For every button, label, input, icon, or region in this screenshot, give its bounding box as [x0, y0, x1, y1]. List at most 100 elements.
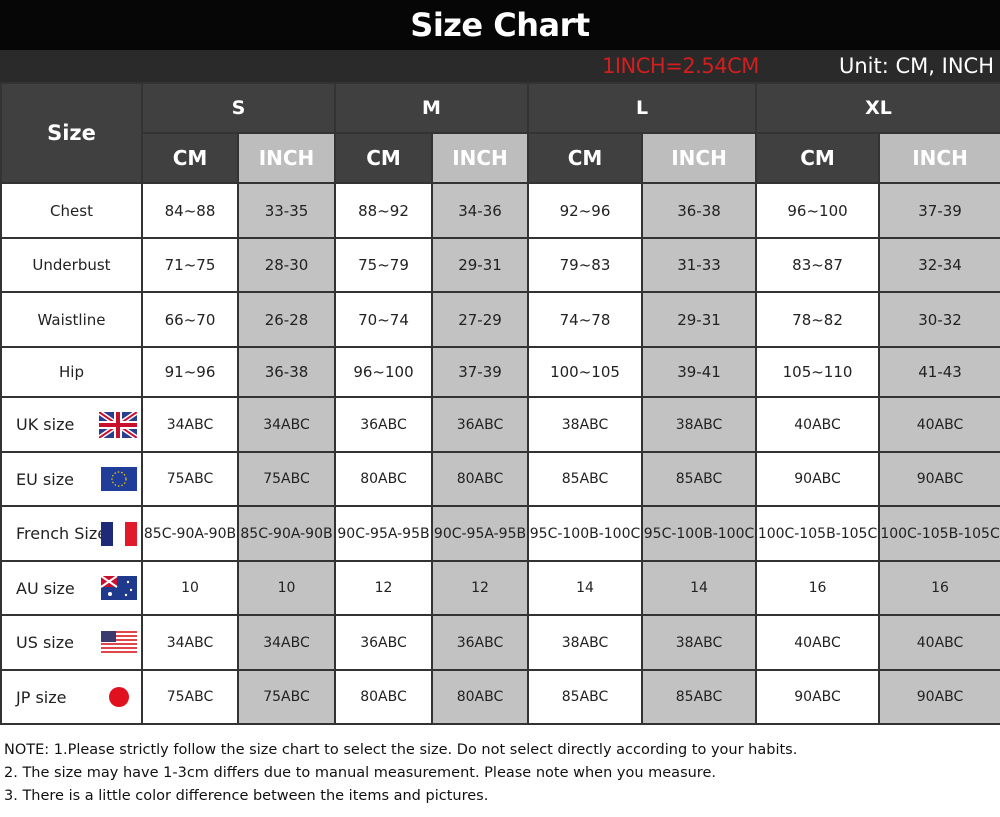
cm-cell: 88~92	[334, 182, 433, 239]
conversion-note: 1INCH=2.54CM	[602, 54, 759, 78]
cm-cell: 84~88	[141, 182, 239, 239]
row-label: Hip	[0, 346, 143, 398]
cm-cell: 74~78	[527, 291, 644, 348]
cm-cell: 96~100	[334, 346, 433, 398]
cm-cell: 100C-105B-105C	[755, 505, 881, 562]
cm-cell: 75ABC	[141, 669, 239, 725]
inch-cell: 80ABC	[430, 669, 530, 725]
row-label: Waistline	[0, 291, 143, 348]
inch-cell: 85ABC	[641, 451, 758, 507]
row-label: AU size	[0, 560, 143, 616]
inch-cell: 16	[878, 560, 1000, 616]
cm-cell: 75ABC	[141, 451, 239, 507]
inch-cell: 37-39	[878, 182, 1000, 239]
cm-cell: 36ABC	[334, 614, 433, 671]
row-label-text: EU size	[16, 469, 74, 489]
size-m: M	[333, 82, 530, 134]
inch-cell: 29-31	[641, 291, 758, 348]
inch-cell: 34ABC	[237, 396, 336, 453]
inch-cell: 36-38	[641, 182, 758, 239]
note-line: NOTE: 1.Please strictly follow the size …	[4, 742, 798, 758]
cm-cell: 75~79	[334, 237, 433, 293]
unit-header-row: CM INCH CM INCH CM INCH CM INCH	[1, 132, 1000, 184]
inch-cell: 36-38	[237, 346, 336, 398]
inch-header: INCH	[878, 132, 1000, 184]
measurement-row: Hip 91~96 36-38 96~100 37-39 100~105 39-41 105~…	[0, 346, 1000, 398]
unit-bar: 1INCH=2.54CM Unit: CM, INCH	[0, 50, 1000, 82]
row-label-text: Underbust	[32, 256, 111, 274]
measurement-row: Waistline 66~70 26-28 70~74 27-29 74~78 29-31 7…	[0, 291, 1000, 348]
inch-cell: 34ABC	[237, 614, 336, 671]
cm-cell: 38ABC	[527, 396, 644, 453]
inch-cell: 10	[237, 560, 336, 616]
inch-cell: 26-28	[237, 291, 336, 348]
cm-cell: 90ABC	[755, 451, 881, 507]
chart-title: Size Chart	[0, 0, 1000, 50]
inch-cell: 33-35	[237, 182, 336, 239]
row-label: Underbust	[0, 237, 143, 293]
row-label-text: Chest	[50, 201, 93, 220]
measurement-row: Underbust 71~75 28-30 75~79 29-31 79~83 31-33 8…	[0, 237, 1000, 293]
cm-cell: 105~110	[755, 346, 881, 398]
unit-label: Unit: CM, INCH	[839, 54, 994, 78]
size-table: Size S M L XL CM INCH CM INCH CM INCH CM…	[0, 82, 1000, 725]
cm-cell: 80ABC	[334, 669, 433, 725]
cm-header: CM	[334, 132, 433, 184]
cm-cell: 40ABC	[755, 614, 881, 671]
note-line: 3. There is a little color difference be…	[4, 788, 489, 804]
size-header: Size	[0, 82, 143, 184]
inch-cell: 41-43	[878, 346, 1000, 398]
cm-cell: 12	[334, 560, 433, 616]
row-label-text: AU size	[16, 578, 75, 598]
inch-cell: 37-39	[430, 346, 530, 398]
inch-cell: 90ABC	[878, 669, 1000, 725]
inch-cell: 90C-95A-95B	[430, 505, 530, 562]
inch-header: INCH	[430, 132, 530, 184]
cm-cell: 85ABC	[527, 669, 644, 725]
inch-cell: 28-30	[237, 237, 336, 293]
inch-cell: 100C-105B-105C	[878, 505, 1000, 562]
row-label-text: Hip	[59, 363, 84, 381]
inch-cell: 75ABC	[237, 669, 336, 725]
size-l: L	[527, 82, 758, 134]
inch-header: INCH	[641, 132, 758, 184]
inch-cell: 80ABC	[430, 451, 530, 507]
measurement-row: Chest 84~88 33-35 88~92 34-36 92~96 36-38 96~10…	[0, 182, 1000, 239]
inch-cell: 85ABC	[641, 669, 758, 725]
regional-row: US size 34ABC 34ABC 36ABC 36ABC 38ABC 38ABC 40A…	[0, 614, 1000, 671]
cm-cell: 85ABC	[527, 451, 644, 507]
row-label-text: UK size	[16, 415, 75, 434]
row-label: UK size	[0, 396, 143, 453]
inch-cell: 14	[641, 560, 758, 616]
inch-cell: 32-34	[878, 237, 1000, 293]
inch-cell: 38ABC	[641, 614, 758, 671]
inch-cell: 90ABC	[878, 451, 1000, 507]
cm-cell: 80ABC	[334, 451, 433, 507]
regional-row: JP size 75ABC 75ABC 80ABC 80ABC 85ABC 85ABC 90A…	[0, 669, 1000, 725]
row-label-text: JP size	[16, 687, 67, 707]
cm-cell: 79~83	[527, 237, 644, 293]
cm-cell: 78~82	[755, 291, 881, 348]
row-label-text: Waistline	[37, 310, 106, 329]
inch-cell: 36ABC	[430, 614, 530, 671]
cm-header: CM	[527, 132, 644, 184]
cm-cell: 83~87	[755, 237, 881, 293]
row-label: French Size	[0, 505, 143, 562]
inch-cell: 40ABC	[878, 396, 1000, 453]
inch-cell: 85C-90A-90B	[237, 505, 336, 562]
cm-cell: 100~105	[527, 346, 644, 398]
cm-cell: 96~100	[755, 182, 881, 239]
cm-cell: 85C-90A-90B	[141, 505, 239, 562]
inch-cell: 75ABC	[237, 451, 336, 507]
regional-row: French Size 85C-90A-90B 85C-90A-90B 90C-95A…	[0, 505, 1000, 562]
size-s: S	[141, 82, 336, 134]
inch-cell: 95C-100B-100C	[641, 505, 758, 562]
note-line: 2. The size may have 1-3cm differs due t…	[4, 765, 716, 781]
cm-cell: 92~96	[527, 182, 644, 239]
inch-cell: 38ABC	[641, 396, 758, 453]
cm-cell: 34ABC	[141, 396, 239, 453]
cm-header: CM	[755, 132, 881, 184]
cm-cell: 90ABC	[755, 669, 881, 725]
inch-cell: 30-32	[878, 291, 1000, 348]
inch-cell: 40ABC	[878, 614, 1000, 671]
